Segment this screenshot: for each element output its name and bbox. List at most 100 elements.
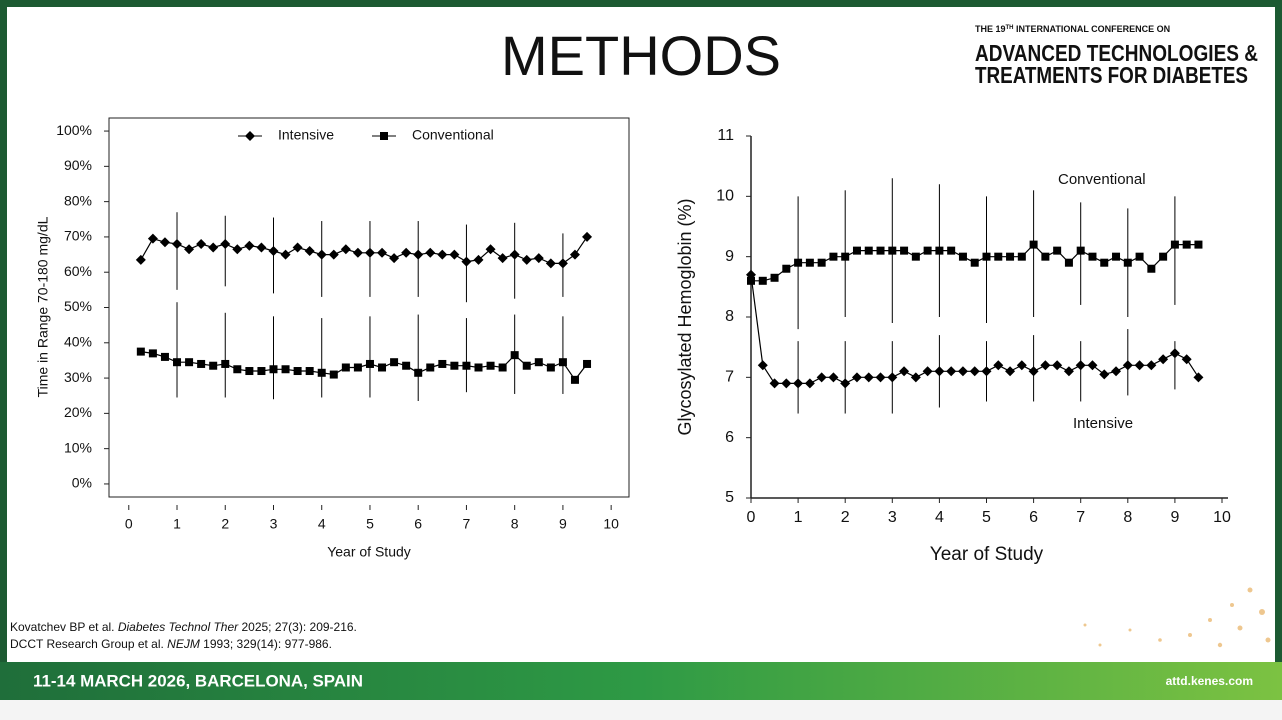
y-tick-label: 10% — [64, 439, 92, 455]
chart: 0% 10% 20% 30% 40% 50% 60% 70% 80% 90% 100% 0 1 2 3 4 5 6… — [35, 117, 630, 560]
marker — [147, 233, 158, 244]
marker — [136, 347, 145, 356]
y-tick-label: 10 — [716, 188, 734, 205]
footer-bar — [0, 662, 1282, 700]
footer-strip — [0, 700, 1282, 720]
marker — [292, 242, 303, 253]
marker — [864, 246, 873, 255]
marker — [582, 231, 593, 242]
marker — [934, 366, 945, 377]
marker — [805, 258, 814, 267]
logo-line1: THE 19TH INTERNATIONAL CONFERENCE ON — [975, 24, 1170, 34]
y-tick-label: 80% — [64, 192, 92, 208]
marker — [747, 276, 755, 285]
marker — [438, 359, 447, 368]
marker — [522, 361, 531, 370]
marker — [1112, 252, 1121, 261]
marker — [1063, 366, 1074, 377]
marker — [900, 246, 909, 255]
marker — [828, 372, 839, 383]
marker — [769, 378, 780, 389]
marker — [1064, 258, 1073, 267]
marker — [449, 249, 460, 260]
marker — [534, 358, 543, 367]
x-tick-label: 10 — [1213, 509, 1231, 526]
x-tick-label: 4 — [318, 516, 326, 532]
marker — [352, 247, 363, 258]
marker — [1028, 366, 1039, 377]
marker — [268, 246, 279, 257]
legend-marker — [245, 131, 255, 141]
marker — [993, 360, 1004, 371]
marker — [401, 247, 412, 258]
marker — [185, 358, 194, 367]
marker — [1158, 354, 1169, 365]
slide-title: METHODS — [501, 24, 781, 87]
marker — [257, 367, 266, 376]
marker — [159, 237, 170, 248]
marker — [173, 358, 182, 367]
marker — [461, 256, 472, 267]
y-tick-label: 7 — [725, 369, 734, 386]
left-border — [0, 0, 7, 662]
marker — [1147, 264, 1156, 273]
marker — [329, 370, 338, 379]
footer-site[interactable]: attd.kenes.com — [1166, 674, 1253, 688]
marker — [209, 361, 218, 370]
marker — [958, 252, 967, 261]
x-tick-label: 0 — [125, 516, 133, 532]
marker — [221, 359, 230, 368]
marker — [545, 258, 556, 269]
marker — [1159, 252, 1168, 261]
decor-dots — [1083, 587, 1271, 648]
marker — [969, 366, 980, 377]
logo-text: INTERNATIONAL CONFERENCE ON — [1014, 24, 1171, 34]
marker — [557, 258, 568, 269]
marker — [863, 372, 874, 383]
marker — [1087, 360, 1098, 371]
reference-authors: Kovatchev BP et al. — [10, 620, 118, 634]
logo-sup: TH — [1006, 25, 1014, 31]
x-tick-label: 7 — [463, 516, 471, 532]
marker — [1122, 360, 1133, 371]
y-tick-label: 0% — [72, 475, 92, 491]
marker — [1123, 258, 1132, 267]
marker — [923, 246, 932, 255]
x-tick-label: 9 — [559, 516, 567, 532]
y-tick-label: 70% — [64, 228, 92, 244]
x-tick-label: 3 — [888, 509, 897, 526]
marker — [390, 358, 399, 367]
logo-line3: TREATMENTS FOR DIABETES — [975, 62, 1248, 88]
x-tick-label: 10 — [603, 516, 619, 532]
marker — [474, 363, 483, 372]
marker — [462, 361, 471, 370]
marker — [841, 252, 850, 261]
marker — [851, 372, 862, 383]
marker — [413, 249, 424, 260]
marker — [414, 368, 423, 377]
marker — [911, 252, 920, 261]
marker — [829, 252, 838, 261]
marker — [426, 363, 435, 372]
marker — [1053, 246, 1062, 255]
y-tick-label: 6 — [725, 429, 734, 446]
marker — [1100, 258, 1109, 267]
y-tick-label: 100% — [56, 122, 92, 138]
y-axis-label: Time in Range 70-180 mg/dL — [35, 216, 51, 397]
x-axis-label: Year of Study — [930, 544, 1044, 565]
reference-journal: Diabetes Technol Ther — [118, 620, 239, 634]
marker — [1134, 360, 1145, 371]
marker — [1052, 360, 1063, 371]
marker — [365, 359, 374, 368]
legend-label: Conventional — [412, 127, 494, 143]
x-axis-label: Year of Study — [327, 544, 411, 560]
marker — [570, 375, 579, 384]
marker — [888, 246, 897, 255]
marker — [1006, 252, 1015, 261]
marker — [899, 366, 910, 377]
marker — [910, 372, 921, 383]
marker — [876, 246, 885, 255]
marker — [317, 368, 326, 377]
